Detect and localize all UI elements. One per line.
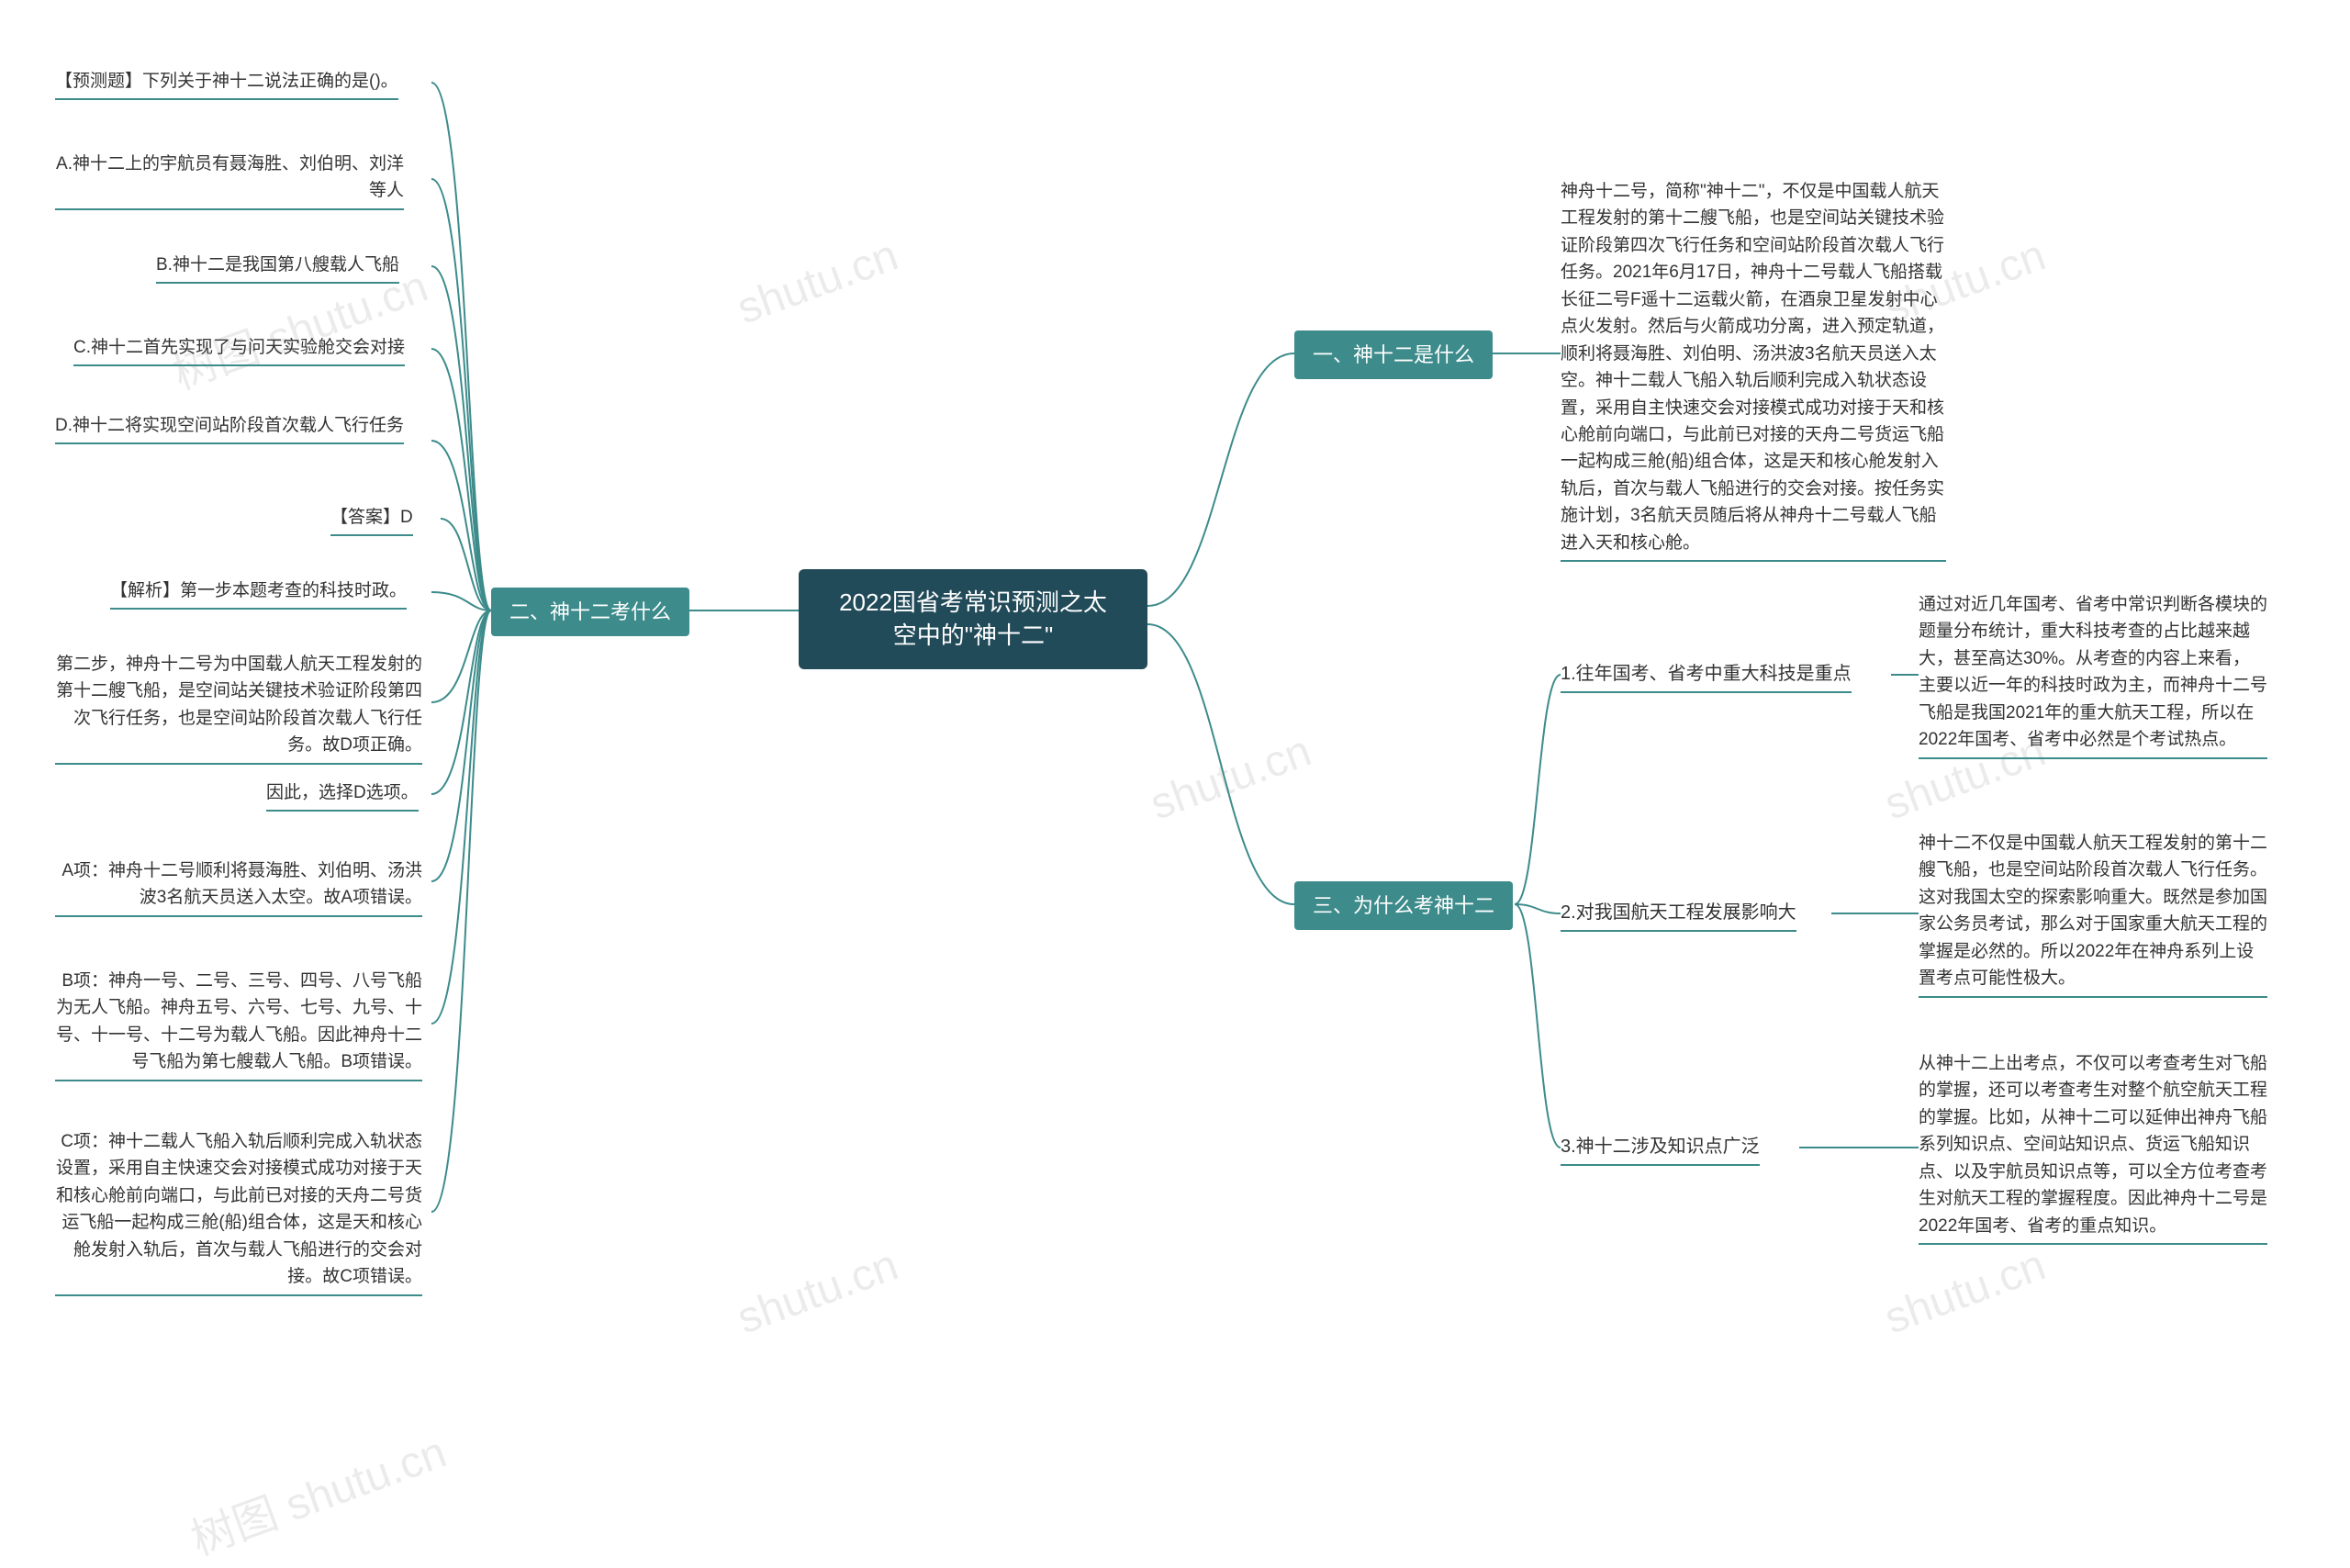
leaf-option-c: C.神十二首先实现了与问天实验舱交会对接 <box>73 330 405 366</box>
center-title-line2: 空中的"神十二" <box>893 622 1053 649</box>
sublabel-reason-3: 3.神十二涉及知识点广泛 <box>1561 1129 1760 1166</box>
mindmap-center: 2022国省考常识预测之太 空中的"神十二" <box>799 569 1147 669</box>
leaf-reason-1: 通过对近几年国考、省考中常识判断各模块的题量分布统计，重大科技考查的占比越来越大… <box>1919 588 2267 759</box>
center-title-line1: 2022国省考常识预测之太 <box>839 588 1107 616</box>
watermark: 树图 shutu.cn <box>181 1416 453 1567</box>
branch-why-test: 三、为什么考神十二 <box>1294 881 1513 930</box>
leaf-explain-a: A项：神舟十二号顺利将聂海胜、刘伯明、汤洪波3名航天员送入太空。故A项错误。 <box>55 854 422 917</box>
leaf-answer: 【答案】D <box>330 500 413 536</box>
leaf-option-a: A.神十二上的宇航员有聂海胜、刘伯明、刘洋等人 <box>55 147 404 210</box>
watermark: shutu.cn <box>731 1240 904 1345</box>
leaf-option-b: B.神十二是我国第八艘载人飞船 <box>156 248 399 284</box>
sublabel-reason-1: 1.往年国考、省考中重大科技是重点 <box>1561 656 1852 693</box>
leaf-option-d: D.神十二将实现空间站阶段首次载人飞行任务 <box>55 409 404 444</box>
leaf-conclusion: 因此，选择D选项。 <box>266 776 419 812</box>
leaf-question: 【预测题】下列关于神十二说法正确的是()。 <box>55 64 398 100</box>
watermark: shutu.cn <box>1144 726 1317 831</box>
watermark: shutu.cn <box>1878 1240 2052 1345</box>
branch-test-what: 二、神十二考什么 <box>491 588 689 636</box>
sublabel-reason-2: 2.对我国航天工程发展影响大 <box>1561 895 1796 932</box>
leaf-what-is-desc: 神舟十二号，简称"神十二"，不仅是中国载人航天工程发射的第十二艘飞船，也是空间站… <box>1561 174 1946 562</box>
leaf-analysis-1: 【解析】第一步本题考查的科技时政。 <box>110 574 407 610</box>
leaf-reason-3: 从神十二上出考点，不仅可以考查考生对飞船的掌握，还可以考查考生对整个航空航天工程… <box>1919 1047 2267 1245</box>
leaf-reason-2: 神十二不仅是中国载人航天工程发射的第十二艘飞船，也是空间站阶段首次载人飞行任务。… <box>1919 826 2267 998</box>
leaf-analysis-2: 第二步，神舟十二号为中国载人航天工程发射的第十二艘飞船，是空间站关键技术验证阶段… <box>55 647 422 765</box>
branch-what-is: 一、神十二是什么 <box>1294 330 1493 379</box>
watermark: shutu.cn <box>731 230 904 335</box>
leaf-explain-c: C项：神十二载人飞船入轨后顺利完成入轨状态设置，采用自主快速交会对接模式成功对接… <box>55 1125 422 1296</box>
leaf-explain-b: B项：神舟一号、二号、三号、四号、八号飞船为无人飞船。神舟五号、六号、七号、九号… <box>55 964 422 1081</box>
